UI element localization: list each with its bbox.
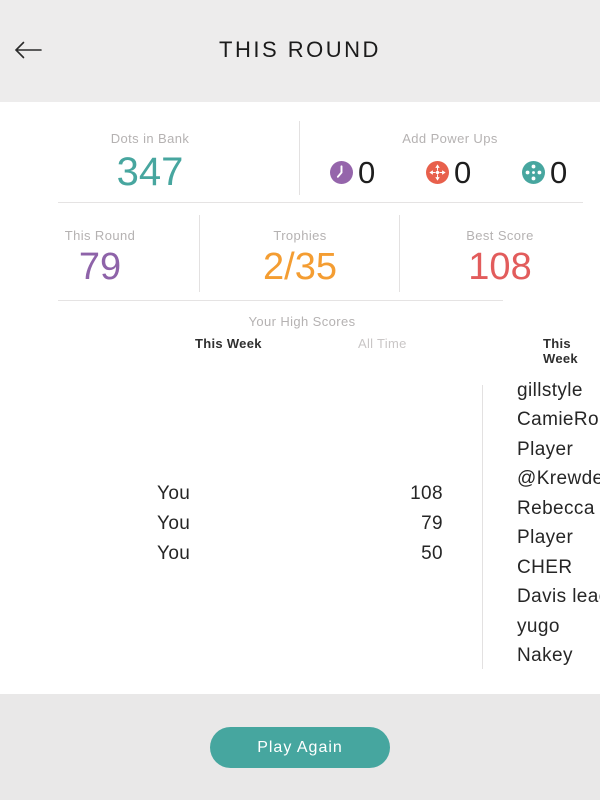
leaderboard-row: @Krewdee [517, 468, 600, 490]
score-row: You 79 [157, 509, 443, 539]
score-row: You 50 [157, 539, 443, 569]
divider [399, 215, 400, 292]
clock-icon [330, 160, 353, 184]
leaderboard-row: CamieRom [517, 409, 600, 431]
divider [58, 202, 583, 203]
stat-trophies-value: 2/35 [263, 246, 337, 288]
leaderboard-row: Player [517, 527, 574, 549]
powerup-dots-count: 0 [550, 154, 568, 190]
tab-all-time[interactable]: All Time [358, 336, 407, 351]
powerup-expand-count: 0 [454, 154, 472, 190]
dots-icon [522, 160, 545, 184]
score-row: You 108 [157, 479, 443, 509]
stat-best-score-value: 108 [468, 246, 532, 288]
footer: Play Again [0, 694, 600, 800]
score-row-name: You [157, 513, 191, 534]
content-card: Dots in Bank 347 Add Power Ups 0 [0, 102, 600, 694]
left-arrow-icon [14, 41, 42, 59]
expand-icon [426, 160, 449, 184]
leaderboard-row: gillstyle [517, 379, 583, 401]
score-row-name: You [157, 543, 191, 564]
score-row-value: 108 [410, 483, 443, 504]
leaderboard-row: Rebecca [517, 497, 595, 519]
bank-value: 347 [116, 150, 184, 194]
bank-label: Dots in Bank [110, 131, 190, 146]
powerup-expand[interactable]: 0 [426, 154, 471, 190]
high-scores-title: Your High Scores [248, 314, 356, 329]
leaderboard-row: Nakey [517, 645, 573, 667]
tab-this-week[interactable]: This Week [195, 336, 262, 351]
score-row-value: 50 [421, 543, 443, 564]
powerups-label: Add Power Ups [402, 131, 498, 146]
leaderboard-row: yugo [517, 615, 560, 637]
powerup-dots[interactable]: 0 [522, 154, 567, 190]
leaderboard-row: CHER [517, 556, 573, 578]
leaderboard-row: Player [517, 438, 574, 460]
stat-trophies-label: Trophies [273, 228, 327, 243]
score-row-name: You [157, 483, 191, 504]
divider [58, 300, 503, 301]
divider [199, 215, 200, 292]
divider [299, 121, 300, 195]
leaderboard-list: gillstyle CamieRom Player @Krewdee Rebec… [517, 376, 600, 671]
stat-this-round-label: This Round [64, 228, 136, 243]
stat-best-score-label: Best Score [466, 228, 534, 243]
top-bar: THIS ROUND [0, 0, 600, 102]
your-scores-list: You 108 You 79 You 50 [157, 479, 443, 569]
leaderboard-row: Davis leach [517, 586, 600, 608]
back-button[interactable] [13, 40, 43, 60]
page-title: THIS ROUND [219, 37, 381, 62]
score-row-value: 79 [421, 513, 443, 534]
play-again-button[interactable]: Play Again [210, 727, 390, 768]
powerup-time[interactable]: 0 [330, 154, 375, 190]
divider [482, 385, 483, 669]
powerup-time-count: 0 [358, 154, 376, 190]
stat-this-round-value: 79 [78, 246, 122, 288]
tab-leaderboard-this-week[interactable]: This Week [543, 336, 578, 366]
